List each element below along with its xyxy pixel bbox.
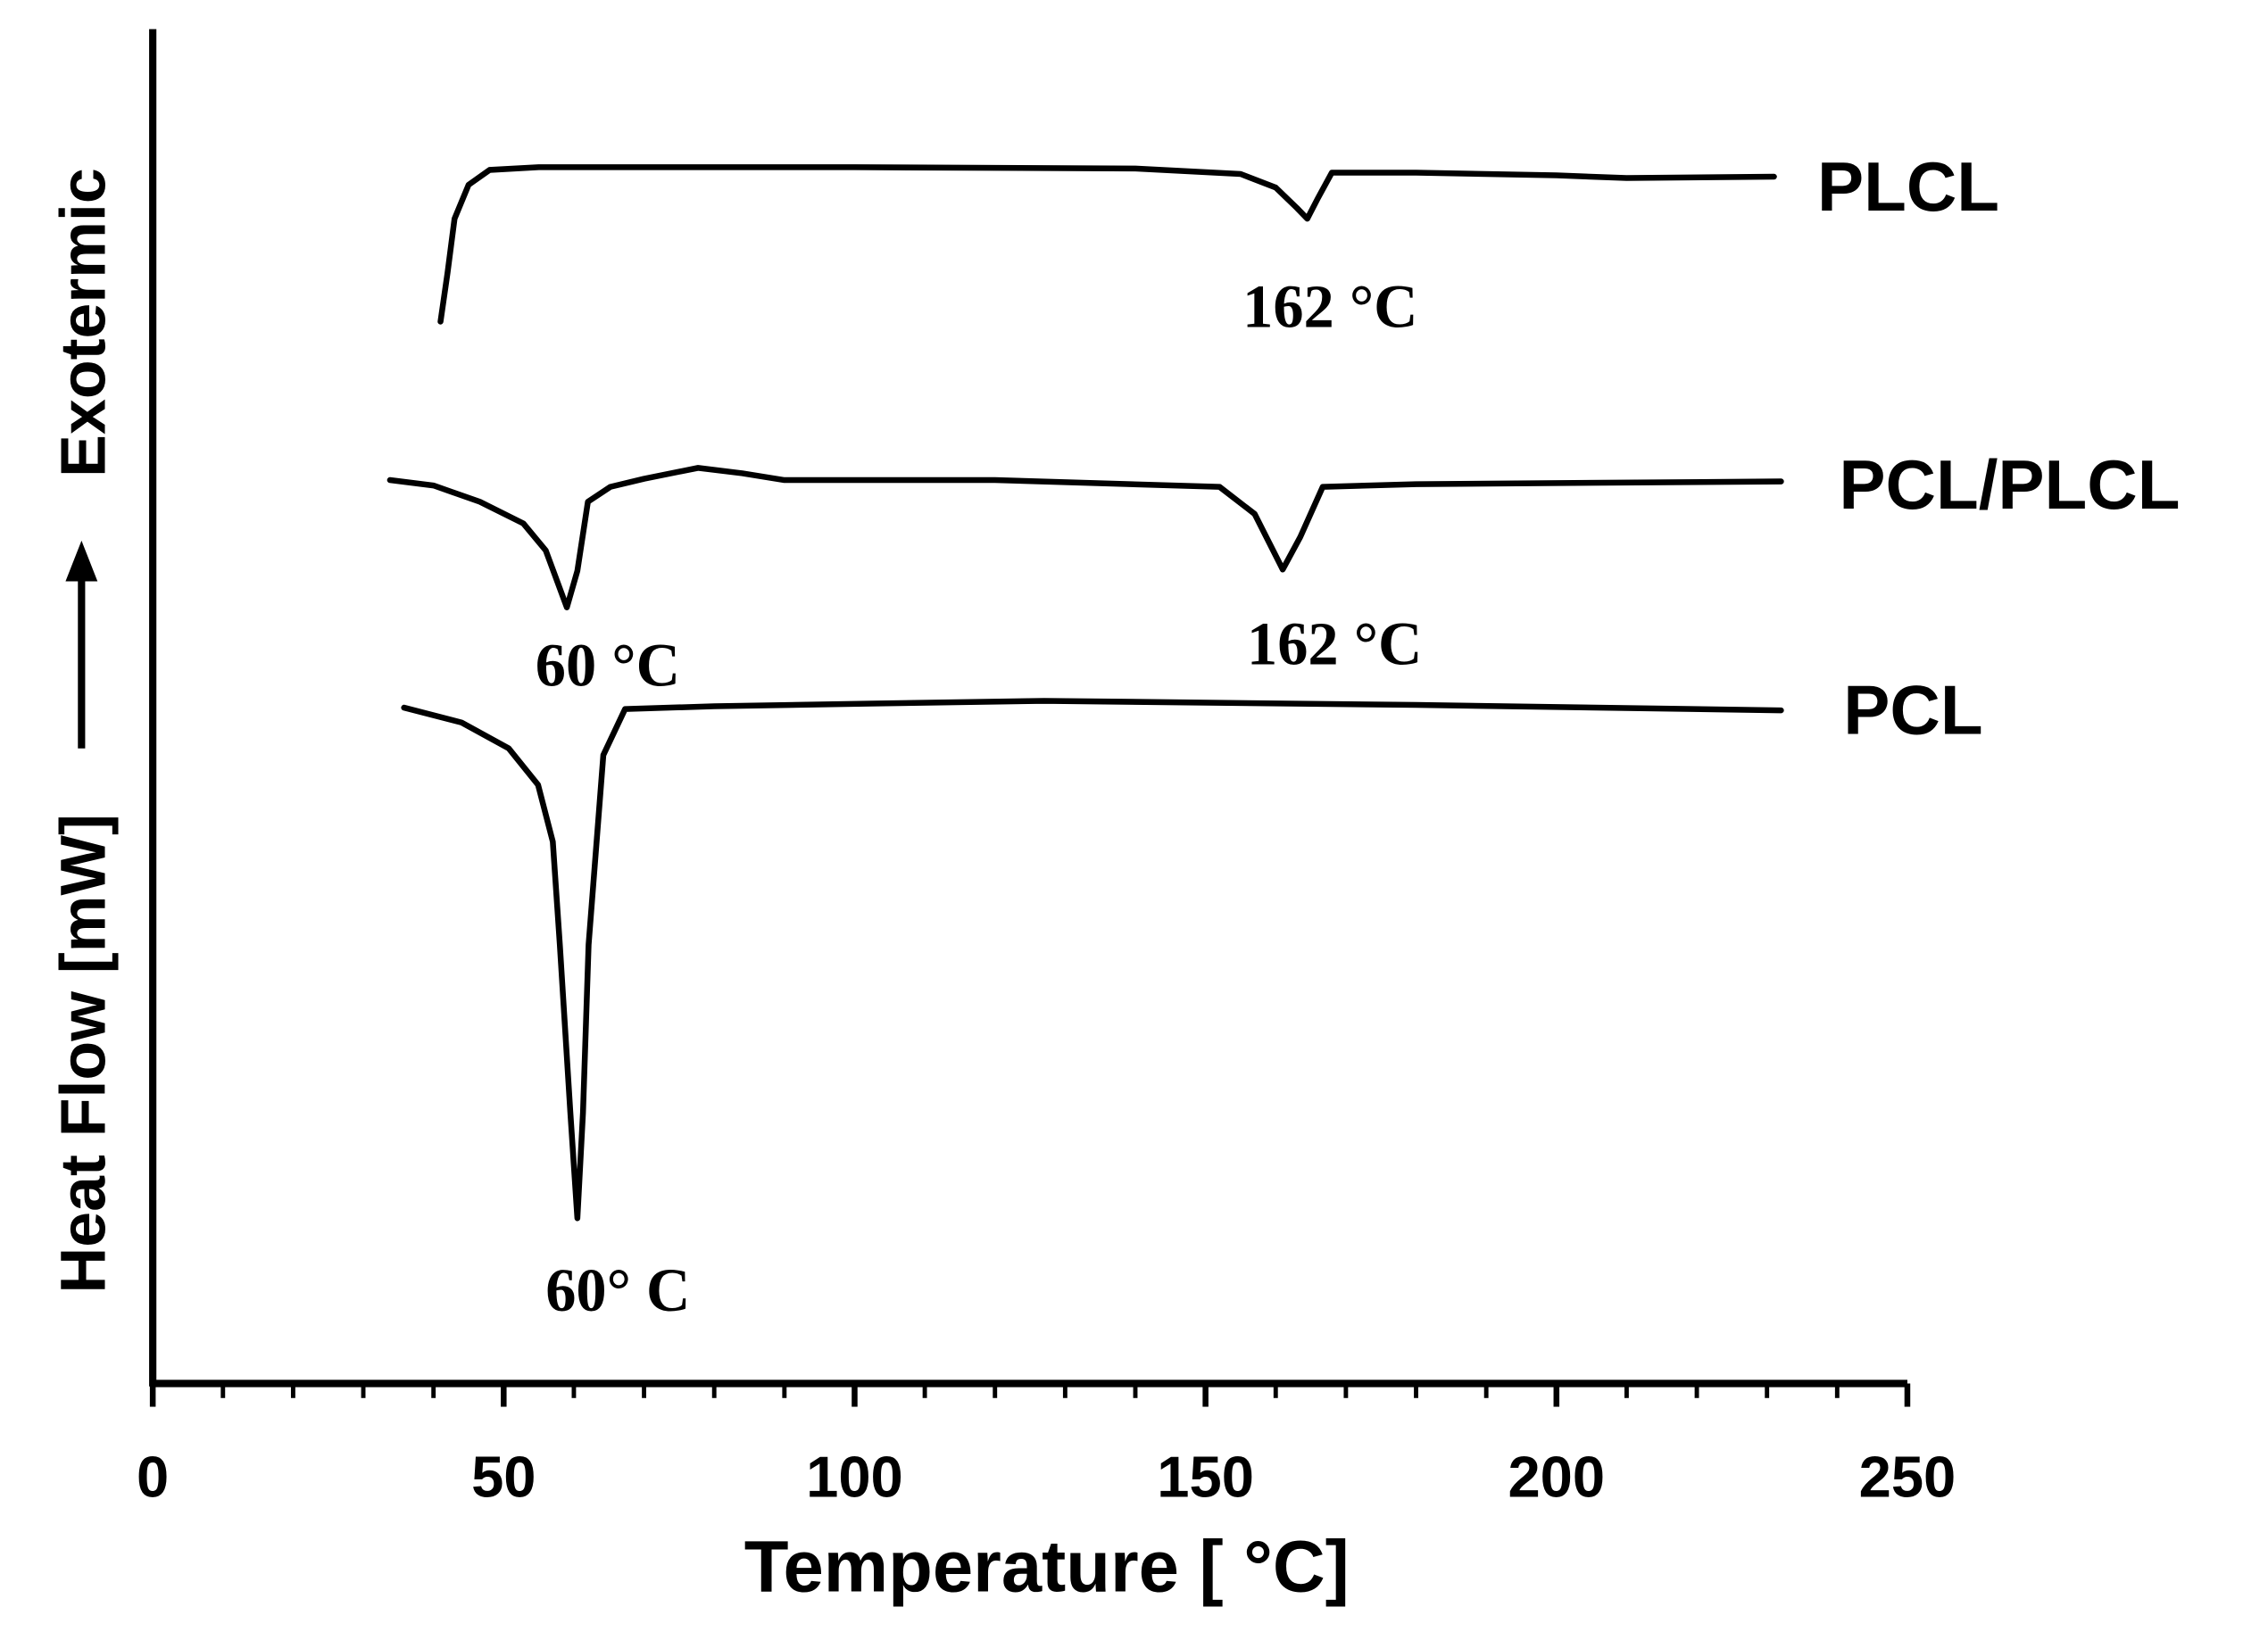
peak-annotation: 60° C: [545, 1256, 690, 1324]
series-label: PCL: [1843, 670, 1982, 749]
x-tick-label: 100: [806, 1445, 903, 1510]
x-tick-label: 200: [1508, 1445, 1605, 1510]
peak-annotation: 60 °C: [536, 632, 680, 700]
x-axis-label: Temperature [ °C]: [744, 1526, 1350, 1607]
peak-annotation: 162 °C: [1242, 272, 1417, 340]
x-tick-label: 150: [1157, 1445, 1254, 1510]
series-label: PLCL: [1817, 147, 1999, 226]
x-tick-label: 250: [1859, 1445, 1956, 1510]
line-series: [386, 465, 1784, 610]
y-axis-label: Heat Flow [mW]: [47, 814, 119, 1293]
y-axis-label-top: Exotermic: [47, 168, 119, 477]
series-label: PCL/PLCL: [1839, 445, 2180, 524]
line-series: [437, 164, 1777, 325]
x-tick-label: 50: [471, 1445, 536, 1510]
peak-annotation: 162 °C: [1247, 609, 1422, 677]
y-arrow-head: [65, 540, 98, 582]
line-series: [401, 698, 1784, 1222]
x-tick-label: 0: [137, 1445, 169, 1510]
